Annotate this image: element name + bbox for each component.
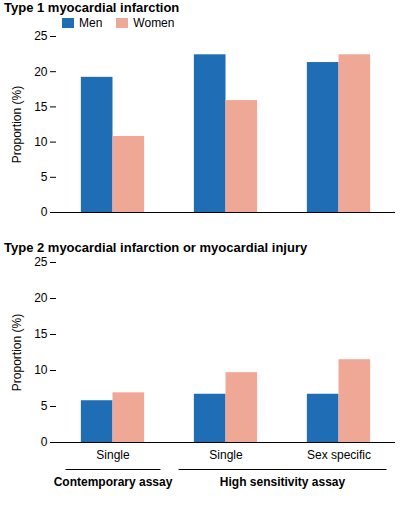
html-text:Type 1 myocardial infarction: Type 1 myocardial infarction — [4, 0, 180, 15]
svg-text:15: 15 — [34, 100, 48, 114]
svg-text:Contemporary assay: Contemporary assay — [54, 475, 173, 489]
svg-text:0: 0 — [41, 205, 48, 219]
svg-text:5: 5 — [41, 170, 48, 184]
svg-text:High sensitivity assay: High sensitivity assay — [220, 475, 346, 489]
svg-text:5: 5 — [41, 399, 48, 413]
svg-text:10: 10 — [34, 363, 48, 377]
html-text:Men: Men — [79, 16, 103, 30]
svg-text:10: 10 — [34, 135, 48, 149]
svg-text:Proportion (%): Proportion (%) — [10, 314, 24, 391]
svg-text:Single: Single — [96, 448, 130, 462]
svg-text:20: 20 — [34, 65, 48, 79]
html-text:Women: Women — [133, 16, 175, 30]
svg-text:Proportion (%): Proportion (%) — [10, 86, 24, 163]
svg-text:25: 25 — [34, 256, 48, 269]
svg-text:Sex specific: Sex specific — [307, 448, 371, 462]
svg-text:0: 0 — [41, 435, 48, 449]
svg-text:Single: Single — [209, 448, 243, 462]
svg-text:20: 20 — [34, 291, 48, 305]
svg-text:25: 25 — [34, 30, 48, 43]
html-text:Type 2 myocardial infarction o: Type 2 myocardial infarction or myocardi… — [4, 240, 308, 255]
svg-text:15: 15 — [34, 327, 48, 341]
